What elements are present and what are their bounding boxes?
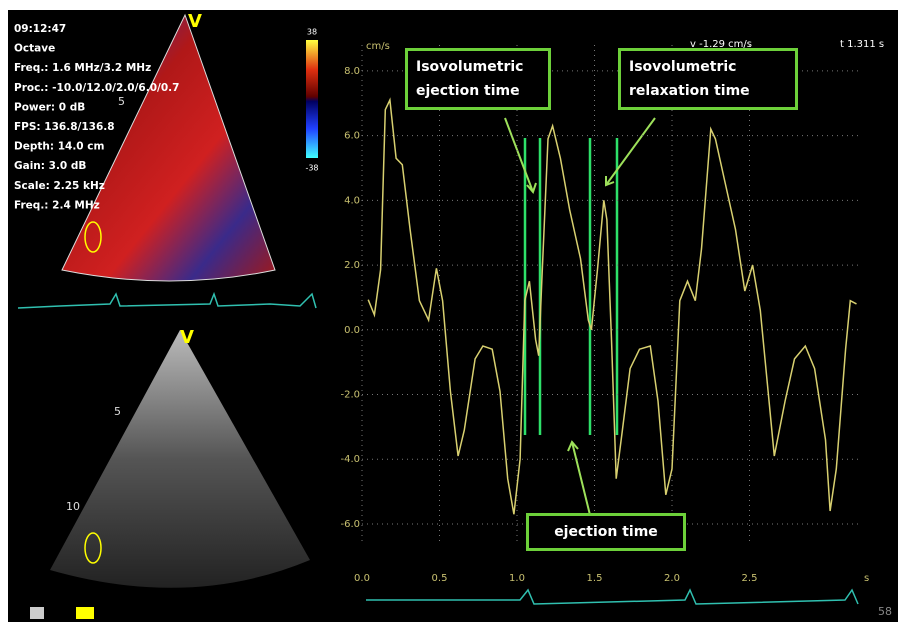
- x-tick-label: 1.5: [587, 573, 603, 584]
- x-axis-unit: s: [864, 573, 869, 584]
- y-tick-label: -2.0: [340, 390, 360, 401]
- x-tick-label: 2.5: [742, 573, 758, 584]
- y-tick-label: 4.0: [344, 195, 360, 206]
- info-line: Depth: 14.0 cm: [14, 141, 104, 153]
- y-tick-label: 2.0: [344, 260, 360, 271]
- y-tick-label: -4.0: [340, 454, 360, 465]
- view-marker: V: [180, 327, 194, 348]
- x-tick-label: 2.0: [664, 573, 680, 584]
- info-line: Scale: 2.25 kHz: [14, 180, 105, 192]
- info-line: 09:12:47: [14, 23, 66, 35]
- frame-count: 58: [878, 605, 892, 618]
- time-readout: t 1.311 s: [840, 39, 884, 50]
- icon[interactable]: [30, 607, 44, 619]
- x-tick-label: 0.5: [432, 573, 448, 584]
- x-tick-label: 1.0: [509, 573, 525, 584]
- info-line: Octave: [14, 43, 55, 55]
- annotation: Isovolumetric ejection time: [405, 48, 551, 110]
- info-line: Proc.: -10.0/12.0/2.0/6.0/0.7: [14, 82, 179, 94]
- annotation: Isovolumetric relaxation time: [618, 48, 798, 110]
- color-scale-min: -38: [305, 164, 318, 173]
- y-axis-label: cm/s: [366, 41, 390, 52]
- x-tick-label: 0.0: [354, 573, 370, 584]
- y-tick-label: 0.0: [344, 325, 360, 336]
- info-line: FPS: 136.8/136.8: [14, 121, 115, 133]
- info-line: Gain: 3.0 dB: [14, 160, 86, 172]
- y-tick-label: -6.0: [340, 519, 360, 530]
- color-bar: [306, 40, 318, 158]
- icon[interactable]: [76, 607, 94, 619]
- color-scale-max: 38: [307, 28, 317, 37]
- depth-label: 5: [114, 405, 121, 418]
- depth-label: 5: [118, 95, 125, 108]
- info-line: Power: 0 dB: [14, 101, 85, 113]
- info-line: Freq.: 2.4 MHz: [14, 199, 100, 211]
- view-marker: V: [188, 11, 202, 32]
- y-tick-label: 8.0: [344, 66, 360, 77]
- screen: 38 -38 V 5 V 5 10 58 09:12:47 Octave Freq.…: [0, 0, 906, 628]
- depth-label: 10: [66, 500, 80, 513]
- annotation: ejection time: [526, 513, 686, 551]
- y-tick-label: 6.0: [344, 131, 360, 142]
- info-line: Freq.: 1.6 MHz/3.2 MHz: [14, 62, 151, 74]
